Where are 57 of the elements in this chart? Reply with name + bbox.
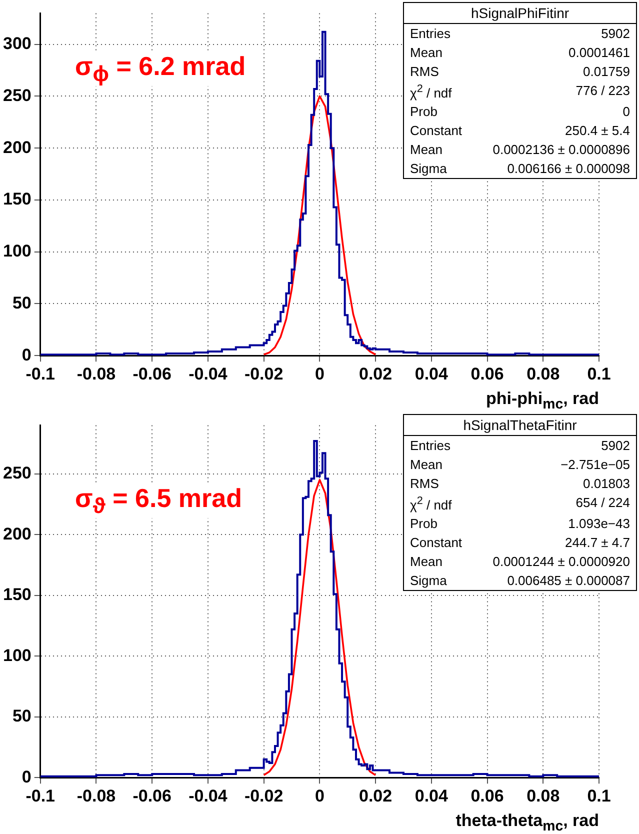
x-tick-label: 0.06	[470, 786, 504, 806]
y-tick-label: 150	[2, 190, 32, 209]
x-tick-label: -0.04	[188, 786, 228, 806]
x-tick-label: -0.08	[76, 786, 116, 806]
text: Prob 0	[410, 104, 630, 120]
text: Prob 1.093e−43	[410, 516, 630, 532]
text: Mean 0.0001244 ± 0.0000920	[410, 554, 630, 570]
x-tick-label: -0.06	[132, 364, 172, 384]
y-tick-label: 50	[12, 706, 32, 726]
y-tick-label: 100	[2, 242, 32, 261]
y-tick-label: 300	[2, 34, 32, 54]
y-tick-label: 0	[22, 345, 32, 364]
text: Sigma 0.006485 ± 0.000087	[410, 573, 630, 588]
x-tick-label: 0.06	[470, 364, 504, 384]
x-tick-label: -0.02	[244, 786, 284, 806]
x-tick-label: 0.08	[526, 786, 560, 806]
x-tick-label: 0.08	[526, 364, 560, 384]
x-tick-label: -0.08	[76, 364, 116, 384]
x-tick-label: 0.02	[359, 364, 392, 384]
y-tick-label: 200	[2, 138, 32, 157]
y-tick-label: 50	[12, 293, 32, 312]
text: Sigma 0.006166 ± 0.000098	[410, 161, 630, 176]
x-tick-label: -0.02	[244, 364, 284, 384]
x-tick-label: 0.1	[587, 786, 611, 806]
y-tick-label: 250	[2, 86, 32, 105]
text: Constant 250.4 ± 5.4	[410, 123, 630, 138]
y-tick-label: 150	[2, 585, 32, 604]
text: Mean 0.0002136 ± 0.0000896	[410, 142, 630, 158]
text: χ$^{2}$ / ndf 776 / 223	[410, 83, 630, 100]
x-tick-label: -0.1	[26, 364, 56, 384]
text: Entries 5902	[410, 438, 630, 453]
annotation: σ$_{ϕ}$ = 6.2 mrad	[75, 51, 246, 86]
annotation: hSignalThetaFitinr	[404, 415, 636, 436]
annotation: σ$_{ϑ}$ = 6.5 mrad	[75, 483, 242, 518]
y-tick-label: 0	[22, 767, 32, 786]
y-tick-label: 250	[2, 463, 32, 482]
text: RMS 0.01759	[410, 64, 630, 79]
x-tick-label: 0.1	[587, 364, 611, 384]
text: χ$^{2}$ / ndf 654 / 224	[410, 495, 630, 512]
x-tick-label: 0.02	[359, 786, 392, 806]
x-tick-label: -0.04	[188, 364, 228, 384]
annotation: hSignalPhiFitinr	[404, 3, 636, 24]
x-tick-label: 0	[314, 364, 324, 384]
text: Constant 244.7 ± 4.7	[410, 535, 630, 550]
text: Entries 5902	[410, 26, 630, 41]
y-tick-label: 200	[2, 524, 32, 544]
text: Mean 0.0001461	[410, 45, 630, 60]
x-tick-label: -0.1	[26, 786, 56, 806]
x-tick-label: -0.06	[132, 786, 172, 806]
x-tick-label: 0.04	[414, 786, 448, 806]
x-tick-label: 0	[314, 786, 324, 806]
x-axis-title: phi-phi$_{mc}$, rad	[486, 388, 599, 412]
text: Mean −2.751e−05	[410, 457, 630, 472]
x-tick-label: 0.04	[414, 364, 448, 384]
y-tick-label: 100	[2, 646, 32, 665]
x-axis-title: theta-theta$_{mc}$, rad	[456, 810, 599, 834]
text: RMS 0.01803	[410, 476, 630, 491]
